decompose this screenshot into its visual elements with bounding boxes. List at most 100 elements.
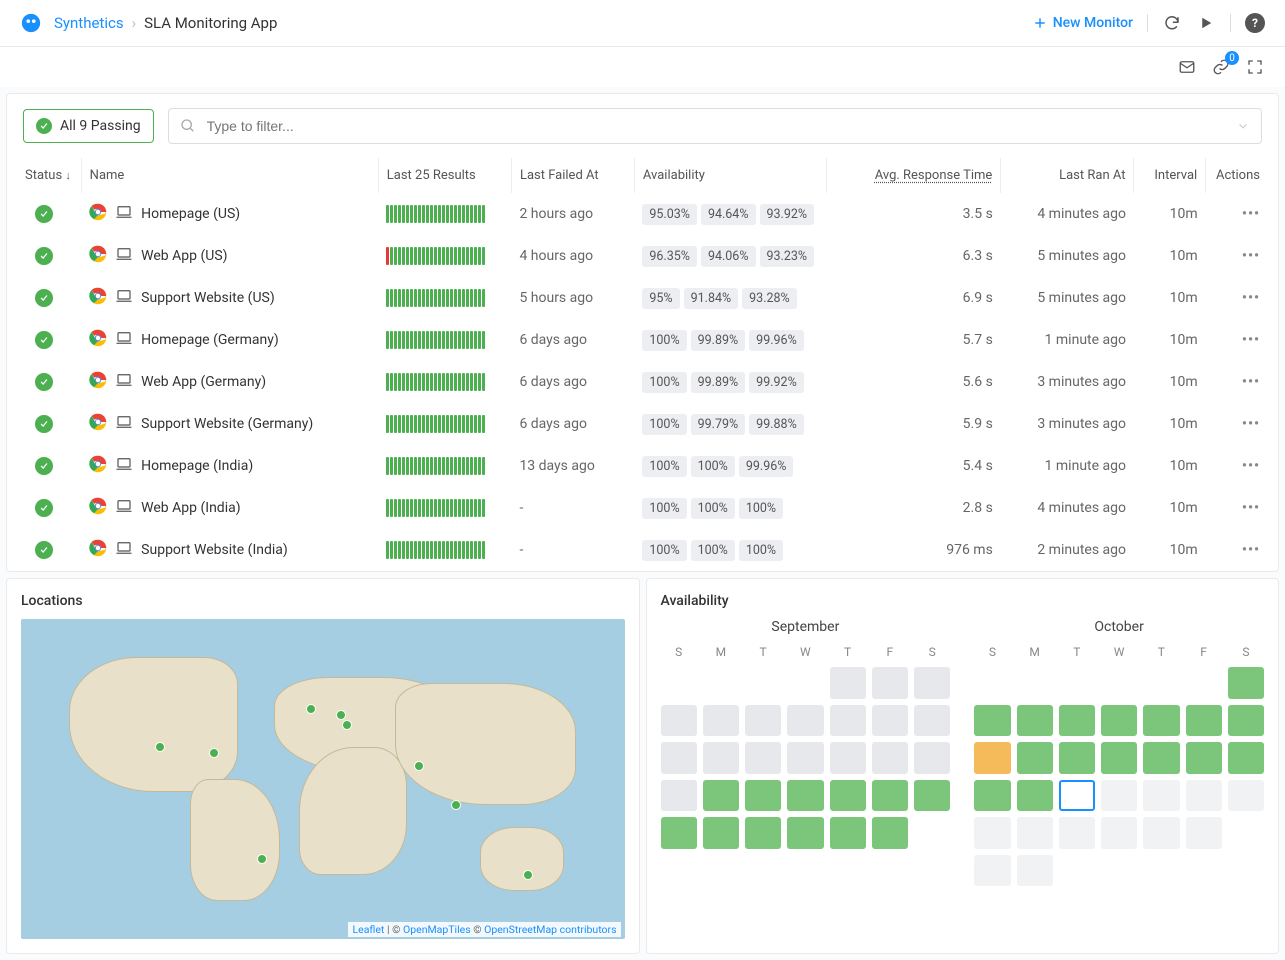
calendar-cell[interactable] [974,780,1010,812]
col-interval[interactable]: Interval [1134,158,1206,193]
row-actions-button[interactable]: ••• [1242,458,1260,474]
calendar-cell[interactable] [787,780,823,812]
calendar-cell[interactable] [1101,705,1137,737]
calendar-cell[interactable] [830,742,866,774]
leaflet-link[interactable]: Leaflet [352,923,384,936]
calendar-cell[interactable] [1228,742,1264,774]
calendar-cell[interactable] [1059,780,1095,812]
table-row[interactable]: Web App (India)-100%100%100%2.8 s4 minut… [7,487,1278,529]
col-response[interactable]: Avg. Response Time [827,158,1001,193]
calendar-cell[interactable] [703,742,739,774]
openmaptiles-link[interactable]: OpenMapTiles [403,923,471,936]
calendar-cell[interactable] [1017,705,1053,737]
calendar-cell[interactable] [1143,742,1179,774]
calendar-cell[interactable] [1186,705,1222,737]
calendar-cell[interactable] [1017,780,1053,812]
table-row[interactable]: Web App (Germany)6 days ago100%99.89%99.… [7,361,1278,403]
table-row[interactable]: Homepage (US)2 hours ago95.03%94.64%93.9… [7,193,1278,235]
calendar-cell[interactable] [872,705,908,737]
calendar-cell[interactable] [661,705,697,737]
mail-button[interactable] [1177,57,1197,77]
calendar-cell[interactable] [1059,817,1095,849]
calendar-cell[interactable] [830,817,866,849]
calendar-cell[interactable] [1143,780,1179,812]
col-actions[interactable]: Actions [1206,158,1278,193]
row-actions-button[interactable]: ••• [1242,416,1260,432]
calendar-cell[interactable] [830,705,866,737]
table-row[interactable]: Support Website (India)-100%100%100%976 … [7,529,1278,571]
col-status[interactable]: Status ↓ [7,158,81,193]
row-actions-button[interactable]: ••• [1242,542,1260,558]
calendar-cell[interactable] [914,742,950,774]
help-button[interactable]: ? [1245,13,1265,33]
row-actions-button[interactable]: ••• [1242,500,1260,516]
table-row[interactable]: Homepage (Germany)6 days ago100%99.89%99… [7,319,1278,361]
calendar-cell[interactable] [1143,817,1179,849]
calendar-cell[interactable] [745,780,781,812]
calendar-cell[interactable] [872,817,908,849]
col-availability[interactable]: Availability [634,158,826,193]
calendar-cell[interactable] [1228,780,1264,812]
col-lastfail[interactable]: Last Failed At [511,158,634,193]
calendar-cell[interactable] [745,742,781,774]
calendar-cell[interactable] [830,780,866,812]
calendar-cell[interactable] [787,705,823,737]
calendar-cell[interactable] [661,742,697,774]
location-pin[interactable] [257,854,267,864]
calendar-cell[interactable] [1186,742,1222,774]
locations-map[interactable]: Leaflet | © OpenMapTiles © OpenStreetMap… [21,619,625,939]
calendar-cell[interactable] [830,667,866,699]
calendar-cell[interactable] [703,705,739,737]
calendar-cell[interactable] [1101,817,1137,849]
calendar-cell[interactable] [914,667,950,699]
table-row[interactable]: Web App (US)4 hours ago96.35%94.06%93.23… [7,235,1278,277]
calendar-cell[interactable] [787,742,823,774]
calendar-cell[interactable] [1017,817,1053,849]
table-row[interactable]: Homepage (India)13 days ago100%100%99.96… [7,445,1278,487]
calendar-cell[interactable] [703,780,739,812]
location-pin[interactable] [209,748,219,758]
calendar-cell[interactable] [1186,780,1222,812]
calendar-cell[interactable] [745,705,781,737]
location-pin[interactable] [155,742,165,752]
osm-link[interactable]: OpenStreetMap contributors [484,923,616,936]
new-monitor-button[interactable]: New Monitor [1033,15,1133,31]
col-lastran[interactable]: Last Ran At [1001,158,1134,193]
location-pin[interactable] [342,720,352,730]
row-actions-button[interactable]: ••• [1242,374,1260,390]
link-button[interactable]: 0 [1211,57,1231,77]
col-last25[interactable]: Last 25 Results [378,158,511,193]
row-actions-button[interactable]: ••• [1242,332,1260,348]
calendar-cell[interactable] [914,780,950,812]
calendar-cell[interactable] [1101,742,1137,774]
calendar-cell[interactable] [974,705,1010,737]
calendar-cell[interactable] [1059,705,1095,737]
calendar-cell[interactable] [661,817,697,849]
refresh-button[interactable] [1162,13,1182,33]
calendar-cell[interactable] [974,742,1010,774]
calendar-cell[interactable] [1017,742,1053,774]
calendar-cell[interactable] [745,817,781,849]
location-pin[interactable] [523,870,533,880]
calendar-cell[interactable] [787,817,823,849]
calendar-cell[interactable] [1186,817,1222,849]
passing-filter[interactable]: All 9 Passing [23,109,154,143]
table-row[interactable]: Support Website (US)5 hours ago95%91.84%… [7,277,1278,319]
calendar-cell[interactable] [1143,705,1179,737]
row-actions-button[interactable]: ••• [1242,206,1260,222]
calendar-cell[interactable] [872,780,908,812]
calendar-cell[interactable] [1228,667,1264,699]
row-actions-button[interactable]: ••• [1242,290,1260,306]
breadcrumb-root[interactable]: Synthetics [54,14,124,32]
calendar-cell[interactable] [1228,705,1264,737]
table-row[interactable]: Support Website (Germany)6 days ago100%9… [7,403,1278,445]
calendar-cell[interactable] [1017,855,1053,887]
calendar-cell[interactable] [1101,780,1137,812]
location-pin[interactable] [451,800,461,810]
fullscreen-button[interactable] [1245,57,1265,77]
row-actions-button[interactable]: ••• [1242,248,1260,264]
location-pin[interactable] [414,761,424,771]
col-name[interactable]: Name [81,158,378,193]
play-button[interactable] [1196,13,1216,33]
location-pin[interactable] [306,704,316,714]
